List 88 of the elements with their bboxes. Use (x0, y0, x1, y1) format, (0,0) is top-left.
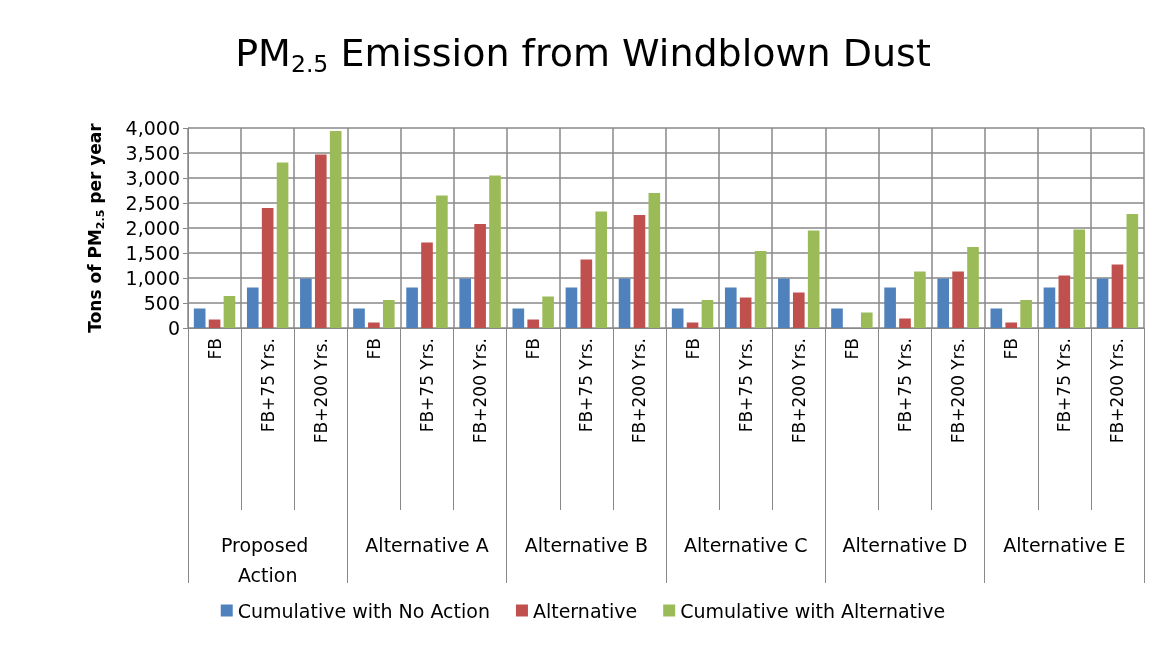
bar (914, 271, 926, 328)
bar (1073, 229, 1086, 328)
bar (671, 308, 684, 328)
x-tick-label: FB+200 Yrs. (1107, 338, 1128, 444)
x-tick-label: FB+200 Yrs. (629, 338, 650, 444)
bar (527, 319, 540, 328)
x-tick-label: FB (523, 338, 544, 360)
x-tick-label: FB (841, 338, 862, 360)
bar (952, 271, 964, 328)
y-tick-label: 500 (143, 292, 180, 314)
legend-label: Alternative (532, 599, 638, 622)
bar (353, 308, 365, 328)
bar (261, 208, 274, 328)
bar (1126, 214, 1139, 328)
text: Alternative D (842, 534, 968, 556)
bar (329, 131, 342, 328)
bar (1096, 278, 1109, 328)
bar (739, 297, 752, 328)
y-tick-label: 0 (167, 317, 180, 339)
bar (368, 322, 380, 328)
y-tick-label: 1,500 (125, 242, 180, 264)
x-tick-label: FB (363, 338, 384, 360)
x-tick-label: FB (1001, 338, 1022, 360)
bar (860, 312, 873, 328)
bar (580, 259, 593, 328)
x-tick-label: FB+75 Yrs. (576, 338, 597, 433)
x-tick-label: FB+200 Yrs. (948, 338, 969, 444)
bar (618, 278, 631, 328)
x-tick-label: FB (204, 338, 225, 360)
bar (807, 230, 820, 328)
bar (633, 215, 646, 328)
bar (246, 287, 259, 328)
text: Alternative B (524, 534, 648, 556)
bar (648, 193, 661, 328)
bar (1058, 275, 1071, 328)
bar (701, 300, 714, 328)
y-axis-title: Tons of PM2.5 per year (84, 122, 107, 333)
text: Alternative A (365, 534, 489, 556)
bar (967, 247, 979, 328)
x-tick-label: FB+200 Yrs. (788, 338, 809, 444)
bar (512, 308, 525, 328)
bar (223, 296, 236, 328)
bar (754, 251, 767, 328)
bar (382, 300, 395, 328)
bar (314, 154, 327, 328)
text: Alternative E (1003, 534, 1126, 556)
bar (1043, 287, 1056, 328)
bar (595, 211, 608, 328)
y-tick-label: 1,000 (125, 267, 180, 289)
bar (406, 287, 418, 328)
bar (565, 287, 578, 328)
x-tick-label: FB+75 Yrs. (257, 338, 278, 433)
bar (990, 308, 1003, 328)
y-tick-label: 4,000 (125, 117, 180, 139)
bar (1005, 322, 1018, 328)
x-tick-label: FB+75 Yrs. (417, 338, 437, 433)
bar (899, 318, 911, 328)
bar (542, 296, 554, 328)
text: Proposed Action (220, 534, 315, 586)
bar (937, 278, 950, 328)
bar (436, 195, 448, 328)
x-tick-label: FB (682, 338, 703, 360)
y-tick-label: 3,500 (125, 142, 180, 164)
text: Alternative C (683, 534, 808, 556)
x-tick-label: FB+200 Yrs. (310, 338, 331, 444)
x-tick-label: FB+200 Yrs. (470, 338, 491, 444)
x-tick-label: FB+75 Yrs. (1054, 338, 1075, 433)
bar (193, 308, 206, 328)
bar (421, 242, 433, 328)
x-tick-label: FB+75 Yrs. (895, 338, 915, 433)
bar (778, 278, 790, 328)
bar (474, 224, 486, 328)
x-tick-label: FB+75 Yrs. (735, 338, 756, 433)
legend-label: Cumulative with No Action (237, 599, 490, 622)
y-tick-label: 2,000 (125, 217, 180, 239)
legend-label: Cumulative with Alternative (680, 599, 946, 622)
bar (489, 175, 501, 328)
y-tick-label: 3,000 (125, 167, 180, 189)
bar (884, 287, 896, 328)
bar (276, 162, 289, 328)
bar (1111, 264, 1124, 328)
bar (1020, 300, 1032, 328)
bar (459, 278, 472, 328)
bar (724, 287, 737, 328)
bar (792, 292, 805, 328)
bar (300, 278, 312, 328)
y-tick-label: 2,500 (125, 192, 180, 214)
bar (831, 308, 843, 328)
